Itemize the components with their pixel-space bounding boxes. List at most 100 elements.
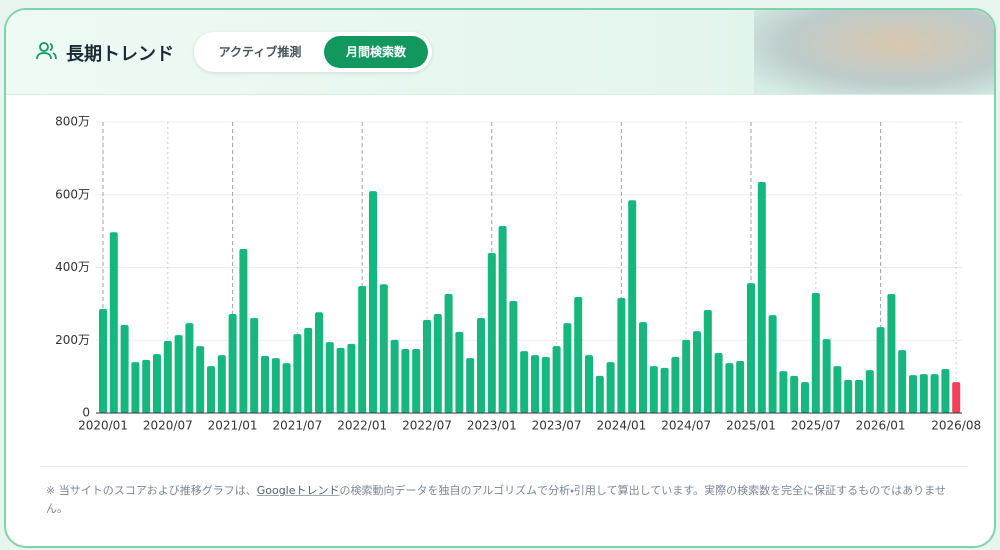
tab-group: アクティブ推測 月間検索数 [194, 32, 432, 72]
bar [433, 314, 442, 413]
bar [887, 294, 896, 413]
x-tick-label: 2023/01 [467, 419, 517, 433]
trend-card: 長期トレンド アクティブ推測 月間検索数 ※ 当サイトのスコアおよび推移グラフは… [4, 8, 996, 548]
bar [833, 366, 842, 413]
bar [185, 323, 194, 413]
bar [941, 368, 950, 413]
bar [876, 327, 885, 413]
bar [99, 308, 107, 413]
bar [304, 327, 313, 413]
x-tick-label: 2022/07 [402, 419, 452, 433]
x-tick-label: 2020/01 [78, 419, 128, 433]
bar [109, 232, 118, 413]
bar [466, 358, 475, 413]
bar [120, 324, 129, 413]
separator [40, 466, 968, 467]
bar [779, 371, 788, 413]
y-tick-label: 800万 [55, 115, 90, 129]
bar [401, 348, 410, 413]
y-tick-label: 200万 [55, 333, 90, 347]
bar [250, 318, 259, 413]
bar [801, 382, 809, 413]
disclaimer: ※ 当サイトのスコアおよび推移グラフは、Googleトレンドの検索動向データを独… [46, 482, 946, 518]
x-tick-label: 2026/08 [931, 419, 981, 433]
bar [412, 348, 421, 413]
bar [714, 352, 723, 413]
bar [682, 339, 691, 413]
bar [196, 346, 205, 413]
users-icon [36, 42, 57, 60]
bar [693, 331, 701, 413]
bar [347, 343, 356, 413]
bar [768, 315, 777, 413]
bar [379, 284, 388, 413]
bar [455, 331, 464, 413]
bar [909, 375, 917, 413]
bar [671, 356, 680, 413]
bar [239, 248, 248, 413]
bar [423, 319, 431, 413]
bar [207, 366, 215, 413]
bar [606, 362, 615, 413]
x-tick-label: 2021/07 [272, 419, 322, 433]
bar [174, 335, 183, 413]
bar [336, 347, 345, 413]
bar [541, 356, 550, 413]
bar [822, 339, 831, 413]
x-tick-label: 2025/07 [791, 419, 841, 433]
bar [617, 298, 626, 413]
bar [217, 355, 226, 413]
bar [574, 296, 583, 413]
bar [811, 292, 820, 413]
tab-active[interactable]: 月間検索数 [324, 36, 428, 68]
bar [628, 200, 637, 413]
tab[interactable]: アクティブ推測 [218, 45, 302, 59]
bar [790, 375, 799, 413]
bar [919, 374, 928, 413]
bar [444, 294, 453, 413]
bar [865, 370, 874, 413]
bar [531, 355, 539, 413]
bar [585, 355, 593, 413]
bar [390, 339, 399, 413]
note-link[interactable]: Googleトレンド [256, 484, 340, 497]
x-tick-label: 2024/01 [596, 419, 646, 433]
x-tick-label: 2022/01 [337, 419, 387, 433]
bar [855, 379, 863, 413]
x-tick-label: 2025/01 [726, 419, 776, 433]
bar [757, 182, 766, 413]
bar [282, 363, 291, 413]
y-tick-label: 0 [82, 406, 90, 420]
bar [520, 351, 529, 413]
bar [293, 334, 302, 413]
note-text: ※ 当サイトのスコアおよび推移グラフは、 [46, 484, 257, 497]
bar [477, 318, 485, 413]
bar [747, 283, 755, 413]
bar [261, 355, 269, 413]
x-tick-label: 2023/07 [532, 419, 582, 433]
bar [595, 375, 604, 413]
bar [315, 312, 323, 413]
bar [131, 362, 140, 413]
bar [163, 340, 172, 413]
note-text: の検索動向データを独自のアルゴリズムで分析・引用して算出しています。実際の検索数… [46, 484, 946, 515]
bar [660, 367, 669, 413]
bar [898, 350, 907, 413]
y-tick-label: 600万 [55, 187, 90, 201]
bar [228, 314, 237, 413]
x-tick-label: 2024/07 [661, 419, 711, 433]
y-tick-label: 400万 [55, 260, 90, 274]
bar [487, 252, 496, 413]
bar [703, 310, 712, 413]
bar [369, 191, 377, 413]
bar [736, 360, 745, 413]
card-title: 長期トレンド [66, 44, 174, 65]
bar [844, 379, 853, 413]
bar [930, 374, 939, 413]
bar [271, 358, 280, 413]
bar [952, 382, 961, 413]
card-header: 長期トレンド アクティブ推測 月間検索数 [6, 10, 994, 95]
bar [649, 366, 658, 413]
bar [142, 359, 151, 413]
